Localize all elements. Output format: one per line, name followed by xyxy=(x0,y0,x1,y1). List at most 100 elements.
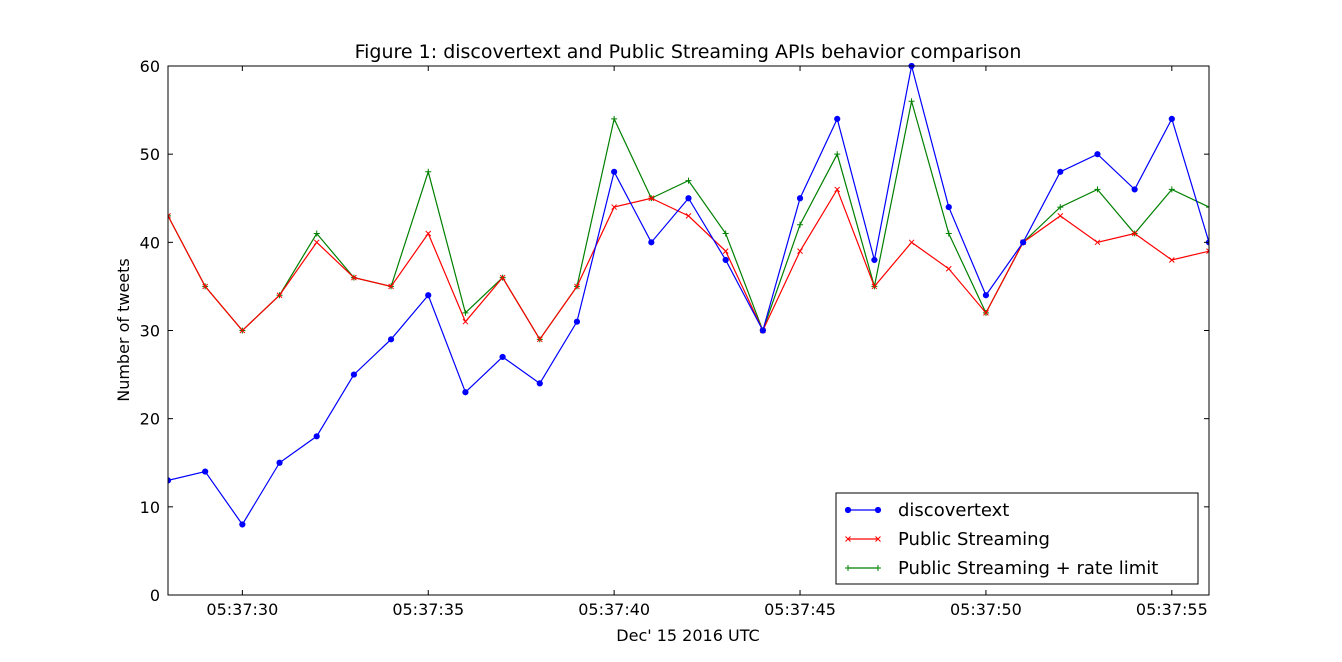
data-point xyxy=(239,521,246,528)
data-point xyxy=(685,213,692,219)
data-point xyxy=(834,115,841,123)
legend-entry: Public Streaming xyxy=(845,529,1050,550)
legend-marker xyxy=(874,506,882,514)
data-point xyxy=(871,256,878,264)
legend-label: discovertext xyxy=(898,500,1009,521)
legend-marker xyxy=(875,565,881,571)
data-point xyxy=(168,477,172,484)
data-point xyxy=(1206,204,1209,211)
legend-entry: Public Streaming + rate limit xyxy=(845,558,1158,579)
data-point xyxy=(1168,115,1175,123)
data-point xyxy=(648,239,655,246)
data-point xyxy=(722,230,729,237)
data-point xyxy=(499,353,506,361)
data-point xyxy=(945,230,952,237)
data-point xyxy=(611,204,617,210)
series-discovertext xyxy=(168,62,1209,528)
data-point xyxy=(313,230,320,237)
x-tick-label: 05:37:40 xyxy=(578,600,650,619)
legend-marker xyxy=(875,536,881,542)
data-point xyxy=(722,248,729,255)
x-tick-label: 05:37:50 xyxy=(950,600,1022,619)
data-point xyxy=(499,274,506,281)
data-point xyxy=(834,151,841,158)
data-point xyxy=(648,195,655,202)
data-point xyxy=(685,177,692,184)
data-point xyxy=(425,292,432,299)
chart-title: Figure 1: discovertext and Public Stream… xyxy=(355,41,1022,63)
data-point xyxy=(1057,168,1064,175)
data-point xyxy=(573,318,581,325)
legend-label: Public Streaming + rate limit xyxy=(898,558,1158,579)
data-point xyxy=(797,248,803,255)
data-point xyxy=(908,239,915,246)
legend-box xyxy=(835,492,1199,585)
data-point xyxy=(425,168,432,175)
x-tick-label: 05:37:55 xyxy=(1136,600,1208,619)
legend-entry: discovertext xyxy=(844,500,1009,521)
data-point xyxy=(387,336,395,343)
data-point xyxy=(425,230,432,237)
y-tick-label: 60 xyxy=(140,57,160,76)
data-point xyxy=(462,389,469,396)
data-point xyxy=(350,371,357,378)
data-point xyxy=(536,380,543,387)
data-point xyxy=(313,433,320,440)
axis-ticks: 0 10 20 30 40 50 60 05:37:30 05:37:35 05:37:40 05:… xyxy=(140,57,1209,619)
data-point xyxy=(797,221,804,228)
y-tick-label: 20 xyxy=(140,410,160,429)
data-point xyxy=(1168,257,1175,263)
data-point xyxy=(1094,239,1101,246)
data-point xyxy=(611,168,618,175)
data-point xyxy=(1131,230,1138,237)
y-tick-label: 50 xyxy=(140,145,160,164)
data-point xyxy=(1094,186,1101,193)
legend-label: Public Streaming xyxy=(898,529,1050,550)
data-point xyxy=(202,468,209,475)
y-axis-label: Number of tweets xyxy=(114,258,133,402)
data-point xyxy=(388,283,394,290)
data-point xyxy=(1057,204,1064,211)
y-tick-label: 0 xyxy=(150,586,160,605)
data-point xyxy=(1094,151,1101,158)
data-point xyxy=(1020,239,1027,246)
data-point xyxy=(1131,186,1138,193)
data-point xyxy=(796,195,804,202)
plot-frame xyxy=(167,65,1210,596)
data-point xyxy=(276,292,283,299)
data-point xyxy=(1168,186,1175,193)
data-point xyxy=(908,98,915,105)
data-point xyxy=(462,318,469,325)
legend-marker xyxy=(845,536,851,542)
data-point xyxy=(239,327,246,334)
data-point xyxy=(1057,213,1064,219)
x-tick-label: 05:37:35 xyxy=(392,600,464,619)
data-point xyxy=(722,256,729,264)
legend-marker xyxy=(844,506,852,514)
data-point xyxy=(871,283,878,290)
data-point xyxy=(945,265,952,272)
data-point xyxy=(574,283,580,290)
data-point xyxy=(168,213,171,219)
y-tick-label: 10 xyxy=(140,498,160,517)
legend: discovertext Public Streaming Public Strea… xyxy=(835,492,1199,585)
data-point xyxy=(313,239,320,246)
data-point xyxy=(462,309,469,316)
plot-area xyxy=(168,62,1209,528)
data-point xyxy=(611,115,618,122)
data-point xyxy=(983,310,989,316)
y-tick-label: 40 xyxy=(140,233,160,252)
data-point xyxy=(351,274,357,281)
x-tick-label: 05:37:45 xyxy=(764,600,836,619)
y-tick-label: 30 xyxy=(140,322,160,341)
data-point xyxy=(1206,248,1209,255)
data-point xyxy=(202,283,209,290)
data-point xyxy=(685,195,692,202)
data-point xyxy=(759,327,766,334)
x-axis-label: Dec' 15 2016 UTC xyxy=(616,626,759,645)
data-point xyxy=(168,212,171,219)
legend-marker xyxy=(845,565,851,571)
x-tick-label: 05:37:30 xyxy=(206,600,278,619)
data-point xyxy=(834,186,841,193)
